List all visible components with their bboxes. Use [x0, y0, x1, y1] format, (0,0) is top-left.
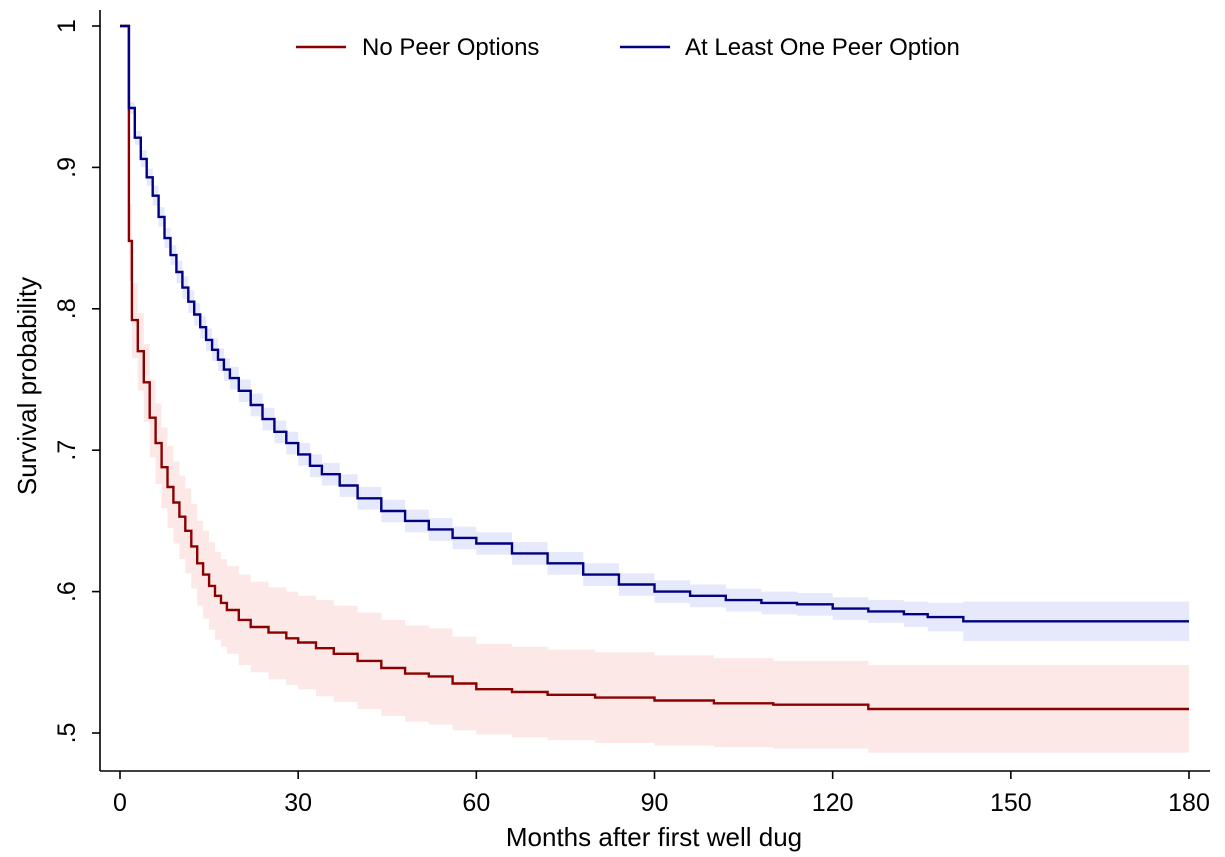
- y-axis-ticks: .5 .6 .7 .8 .9 1: [53, 19, 100, 743]
- y-tick-label: .9: [53, 157, 81, 178]
- survival-curves: [120, 24, 1189, 711]
- y-tick-label: .8: [53, 298, 81, 319]
- x-tick-label: 90: [641, 789, 669, 817]
- survival-line-no-peer-options: [120, 24, 1189, 711]
- y-tick-label: .5: [53, 723, 81, 744]
- x-tick-label: 150: [990, 789, 1032, 817]
- x-tick-label: 120: [812, 789, 854, 817]
- x-axis-title: Months after first well dug: [506, 822, 802, 852]
- x-axis-ticks: 0 30 60 90 120 150 180: [113, 771, 1210, 817]
- x-tick-label: 30: [284, 789, 312, 817]
- legend-label-no-peer-options: No Peer Options: [362, 34, 539, 61]
- y-axis-title: Survival probability: [12, 277, 42, 495]
- y-tick-label: 1: [53, 19, 81, 33]
- survival-line-at-least-one-peer-option: [120, 24, 1189, 623]
- ci-band-at-least-one-peer-option: [120, 26, 1189, 642]
- legend-label-at-least-one-peer-option: At Least One Peer Option: [685, 34, 960, 61]
- x-tick-label: 180: [1168, 789, 1210, 817]
- legend: No Peer Options At Least One Peer Option: [296, 34, 960, 61]
- x-tick-label: 60: [462, 789, 490, 817]
- ci-band-no-peer-options: [120, 26, 1189, 753]
- y-tick-label: .6: [53, 581, 81, 602]
- confidence-bands: [120, 26, 1189, 753]
- y-tick-label: .7: [53, 440, 81, 461]
- x-tick-label: 0: [113, 789, 127, 817]
